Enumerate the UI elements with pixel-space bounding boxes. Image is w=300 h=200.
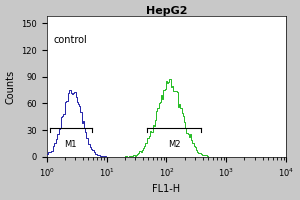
Title: HepG2: HepG2	[146, 6, 187, 16]
Y-axis label: Counts: Counts	[6, 69, 16, 104]
X-axis label: FL1-H: FL1-H	[152, 184, 181, 194]
Text: control: control	[53, 35, 87, 45]
Text: M2: M2	[168, 140, 181, 149]
Text: M1: M1	[64, 140, 77, 149]
